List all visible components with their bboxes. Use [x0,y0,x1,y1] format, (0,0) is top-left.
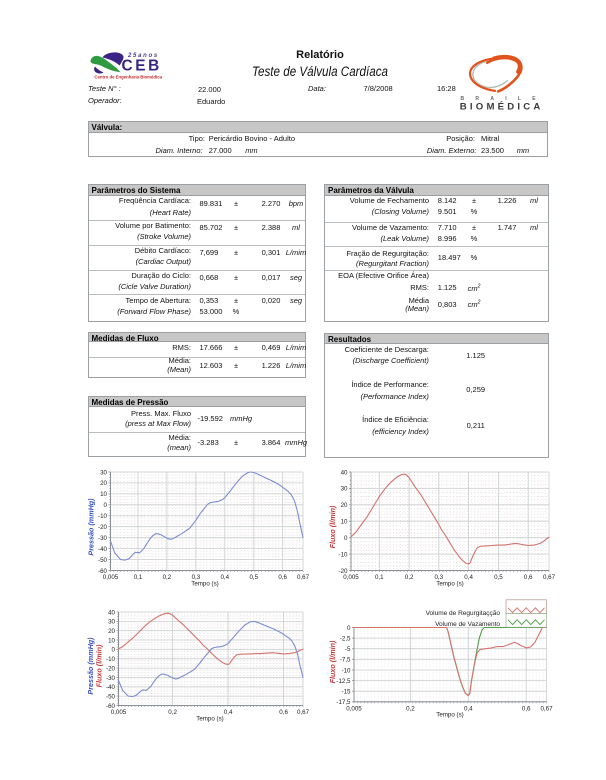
svg-text:Pressão (mmHg): Pressão (mmHg) [86,637,95,695]
svg-text:Fluxo (l/min): Fluxo (l/min) [328,505,337,548]
svg-text:-12,5: -12,5 [336,678,351,685]
svg-text:-20: -20 [339,568,349,575]
svg-text:40: 40 [341,469,348,476]
svg-text:-30: -30 [106,675,116,682]
svg-text:0: 0 [344,535,348,542]
svg-text:0,2: 0,2 [405,574,414,581]
svg-text:0,4: 0,4 [464,705,473,712]
svg-text:0,6: 0,6 [279,709,288,716]
svg-text:0,005: 0,005 [111,709,127,716]
svg-text:Fluxo (l/min): Fluxo (l/min) [95,644,104,687]
svg-text:0,2: 0,2 [168,709,177,716]
svg-text:0,5: 0,5 [494,574,503,581]
svg-text:-60: -60 [106,703,116,710]
svg-text:30: 30 [341,486,348,493]
svg-text:-20: -20 [98,524,108,531]
svg-text:-10: -10 [339,551,349,558]
svg-text:-40: -40 [106,684,116,691]
svg-text:0: 0 [347,625,351,632]
svg-text:-40: -40 [98,546,108,553]
svg-text:0,5: 0,5 [249,574,258,581]
svg-text:Tempo (s): Tempo (s) [196,716,224,723]
svg-text:0,67: 0,67 [297,709,310,716]
svg-text:0,1: 0,1 [134,574,143,581]
svg-text:0,67: 0,67 [540,705,553,712]
svg-text:0: 0 [104,502,108,509]
svg-text:0,67: 0,67 [297,574,310,581]
svg-text:0,6: 0,6 [522,705,531,712]
svg-text:20: 20 [100,480,107,487]
svg-text:BRAILE: BRAILE [461,96,547,102]
svg-text:0,005: 0,005 [343,574,359,581]
svg-text:-5: -5 [345,646,351,653]
svg-text:30: 30 [100,469,107,476]
svg-text:-10: -10 [342,667,352,674]
svg-text:Volume de Regurgitaçção: Volume de Regurgitaçção [426,610,501,617]
svg-text:0,67: 0,67 [543,574,556,581]
svg-text:-17,5: -17,5 [336,699,351,706]
svg-text:10: 10 [341,519,348,526]
svg-text:0,3: 0,3 [434,574,443,581]
svg-text:0,6: 0,6 [278,574,287,581]
svg-text:25anos: 25anos [127,53,159,59]
svg-text:Tempo (s): Tempo (s) [436,712,464,719]
svg-text:0: 0 [112,647,116,654]
svg-text:-60: -60 [98,568,108,575]
svg-text:40: 40 [108,609,115,616]
svg-text:20: 20 [341,502,348,509]
svg-text:0,4: 0,4 [224,709,233,716]
svg-text:-7,5: -7,5 [340,657,351,664]
svg-text:CEB: CEB [122,58,162,75]
svg-text:0,005: 0,005 [346,705,362,712]
svg-text:10: 10 [100,491,107,498]
svg-text:Fluxo (l/min): Fluxo (l/min) [328,640,337,683]
svg-text:0,2: 0,2 [163,574,172,581]
svg-text:0,6: 0,6 [524,574,533,581]
svg-text:Volume de Vazamento: Volume de Vazamento [435,621,500,628]
svg-text:-50: -50 [98,557,108,564]
svg-text:0,005: 0,005 [103,574,119,581]
svg-text:-10: -10 [98,513,108,520]
svg-text:0,2: 0,2 [406,705,415,712]
svg-text:-30: -30 [98,535,108,542]
svg-text:0,1: 0,1 [375,574,384,581]
svg-text:-2,5: -2,5 [340,635,351,642]
svg-text:-15: -15 [342,689,352,696]
svg-text:Tempo (s): Tempo (s) [191,581,219,588]
svg-text:-10: -10 [106,656,116,663]
svg-text:0,4: 0,4 [464,574,473,581]
svg-text:BIOMÉDICA: BIOMÉDICA [460,101,544,113]
svg-text:30: 30 [108,619,115,626]
svg-text:-50: -50 [106,693,116,700]
svg-text:Tempo (s): Tempo (s) [436,581,464,588]
svg-text:0,3: 0,3 [192,574,201,581]
svg-text:Pressão (mmHg): Pressão (mmHg) [87,498,96,556]
svg-text:-20: -20 [106,665,116,672]
svg-text:0,4: 0,4 [220,574,229,581]
svg-text:Centro de Engenharia Biomédica: Centro de Engenharia Biomédica [94,74,162,79]
svg-text:20: 20 [108,628,115,635]
svg-text:10: 10 [108,637,115,644]
